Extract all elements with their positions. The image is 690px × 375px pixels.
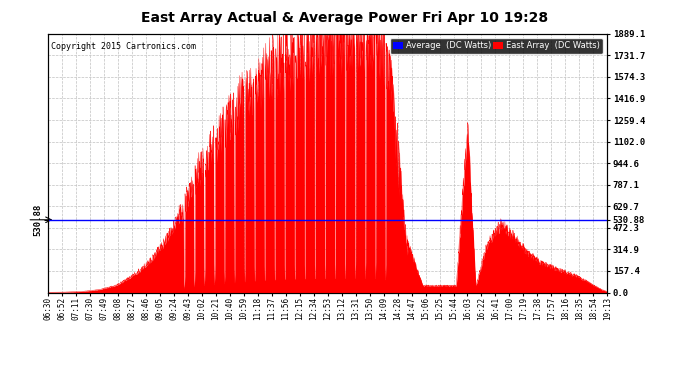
- Text: East Array Actual & Average Power Fri Apr 10 19:28: East Array Actual & Average Power Fri Ap…: [141, 11, 549, 25]
- Text: Copyright 2015 Cartronics.com: Copyright 2015 Cartronics.com: [51, 42, 196, 51]
- Legend: Average  (DC Watts), East Array  (DC Watts): Average (DC Watts), East Array (DC Watts…: [390, 38, 603, 54]
